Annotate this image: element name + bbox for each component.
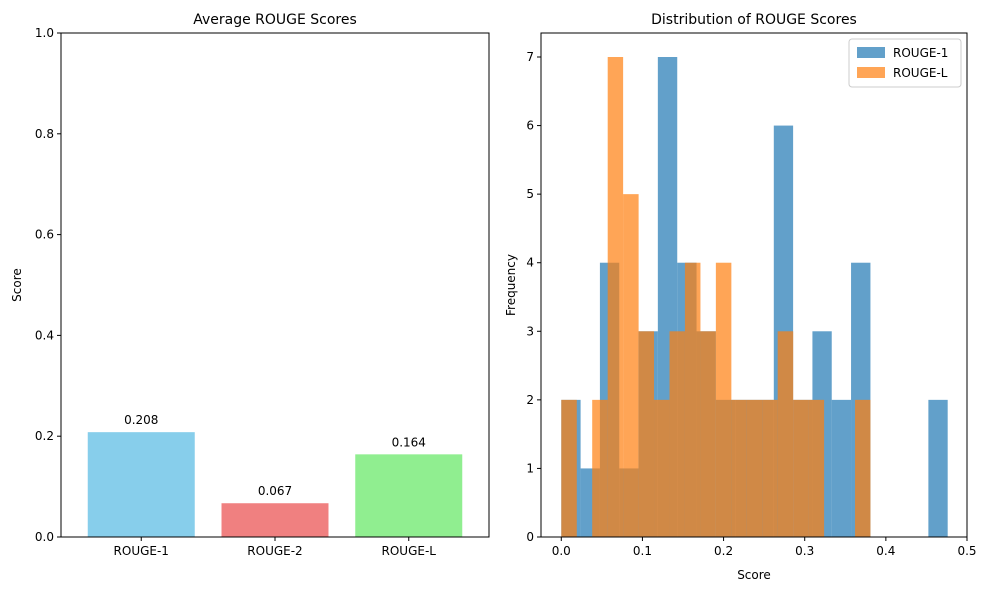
hist-bar-rouge-l: [855, 399, 871, 537]
hist-bar-rouge-l: [715, 262, 732, 537]
hist-bar-rouge-1: [928, 399, 948, 537]
bar-rouge-l: [355, 454, 463, 537]
bar-data-label: 0.067: [258, 484, 292, 498]
hist-bar-rouge-l: [623, 194, 639, 537]
bar-chart-average-rouge: 0.208 0.067 0.164 ROUGE-1 ROUGE-2 ROUGE-L 0.…: [10, 12, 490, 558]
hist-bar-rouge-l: [762, 399, 778, 537]
hist-bar-rouge-l: [561, 399, 577, 537]
x-tick-label: 0.2: [714, 544, 733, 558]
hist-bar-rouge-l: [731, 399, 747, 537]
x-tick-label: ROUGE-L: [382, 544, 437, 558]
hist-bar-rouge-l: [669, 331, 685, 537]
hist-bar-rouge-l: [808, 399, 825, 537]
bar-rouge-2: [221, 503, 329, 537]
bar-x-ticks: ROUGE-1 ROUGE-2 ROUGE-L: [114, 537, 437, 558]
hist-x-ticks: 0.0 0.1 0.2 0.3 0.4 0.5: [552, 537, 977, 558]
histogram-rouge-distribution: 0.0 0.1 0.2 0.3 0.4 0.5 0 1 2 3 4 5 6 7 Distribution…: [504, 12, 977, 582]
x-tick-label: 0.1: [633, 544, 652, 558]
hist-bar-rouge-l: [777, 331, 794, 537]
hist-y-ticks: 0 1 2 3 4 5 6 7: [526, 50, 541, 544]
y-tick-label: 3: [526, 324, 534, 338]
y-tick-label: 6: [526, 119, 534, 133]
legend-swatch-rouge-l: [857, 67, 885, 78]
x-tick-label: 0.3: [795, 544, 814, 558]
y-tick-label: 1.0: [35, 26, 54, 40]
histogram-bars: [561, 57, 948, 538]
hist-x-axis-label: Score: [737, 568, 771, 582]
y-tick-label: 0.8: [35, 127, 54, 141]
x-tick-label: 0.5: [957, 544, 976, 558]
bar-y-ticks: 0.0 0.2 0.4 0.6 0.8 1.0: [35, 26, 61, 544]
hist-bar-rouge-l: [638, 331, 655, 537]
y-tick-label: 0.4: [35, 328, 54, 342]
bar-plot-frame: [60, 32, 490, 538]
histogram-title: Distribution of ROUGE Scores: [651, 12, 857, 28]
hist-y-axis-label: Frequency: [504, 254, 518, 316]
hist-bar-rouge-l: [607, 57, 624, 537]
y-tick-label: 5: [526, 187, 534, 201]
y-tick-label: 0: [526, 530, 534, 544]
hist-bar-rouge-l: [793, 399, 809, 537]
bar-y-axis-label: Score: [10, 268, 24, 302]
x-tick-label: 0.4: [876, 544, 895, 558]
bar-chart-title: Average ROUGE Scores: [193, 12, 357, 28]
y-tick-label: 2: [526, 393, 534, 407]
x-tick-label: 0.0: [552, 544, 571, 558]
y-tick-label: 7: [526, 50, 534, 64]
hist-bar-rouge-l: [654, 399, 670, 537]
bar-rouge-1: [87, 432, 195, 537]
hist-bar-rouge-l: [592, 399, 608, 537]
legend-label-rouge-1: ROUGE-1: [893, 46, 948, 60]
bar-data-labels: 0.208 0.067 0.164: [124, 413, 426, 498]
y-tick-label: 4: [526, 256, 534, 270]
hist-bar-rouge-l: [700, 331, 716, 537]
hist-plot-frame: [540, 32, 968, 538]
x-tick-label: ROUGE-1: [114, 544, 169, 558]
hist-bar-rouge-l: [684, 262, 701, 537]
legend-swatch-rouge-1: [857, 47, 885, 58]
legend: ROUGE-1 ROUGE-L: [848, 38, 962, 88]
bar-data-label: 0.208: [124, 413, 158, 427]
bar-data-label: 0.164: [392, 435, 426, 449]
y-tick-label: 0.2: [35, 429, 54, 443]
x-tick-label: ROUGE-2: [247, 544, 302, 558]
y-tick-label: 0.0: [35, 530, 54, 544]
hist-bar-rouge-l: [746, 399, 763, 537]
y-tick-label: 1: [526, 461, 534, 475]
bar-series: [87, 432, 463, 537]
y-tick-label: 0.6: [35, 228, 54, 242]
legend-label-rouge-l: ROUGE-L: [893, 66, 948, 80]
hist-bar-rouge-1: [831, 399, 852, 537]
